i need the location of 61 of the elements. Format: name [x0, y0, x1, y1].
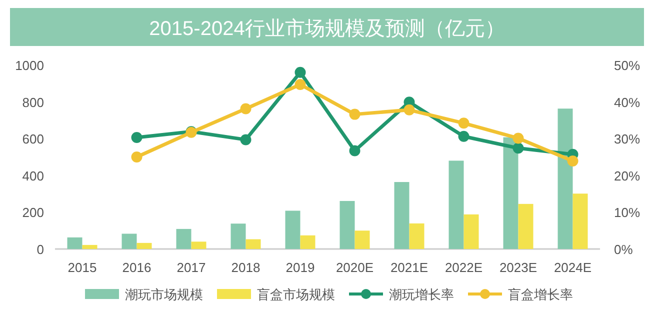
- y2-tick-label: 20%: [614, 168, 640, 184]
- bar: [464, 214, 479, 249]
- y2-tick-label: 10%: [614, 205, 640, 220]
- bar: [230, 224, 246, 249]
- point: [131, 132, 142, 143]
- x-tick-label: 2023E: [499, 260, 538, 275]
- y2-tick-label: 30%: [614, 132, 640, 147]
- y-tick-label: 400: [22, 168, 44, 184]
- bar: [518, 204, 534, 249]
- point: [131, 152, 142, 162]
- x-tick-label: 2017: [176, 260, 206, 275]
- point: [512, 142, 524, 154]
- point: [294, 79, 306, 90]
- y2-tick-label: 50%: [614, 58, 640, 73]
- legend-label: 潮玩市场规模: [125, 287, 203, 302]
- x-tick-label: 2021E: [390, 260, 428, 275]
- bar: [246, 239, 261, 249]
- y2-tick-label: 40%: [614, 94, 640, 110]
- x-tick-label: 2015: [68, 260, 97, 275]
- chart-title: 2015-2024行业市场规模及预测（亿元）: [149, 18, 505, 40]
- point: [349, 145, 360, 156]
- bar: [191, 242, 206, 249]
- point: [512, 132, 524, 144]
- bar: [176, 228, 192, 249]
- bar: [82, 244, 98, 249]
- legend-label: 盲盒市场规模: [257, 287, 335, 302]
- point: [458, 130, 470, 142]
- bar: [558, 108, 573, 249]
- point: [240, 134, 252, 146]
- point: [294, 66, 306, 78]
- y-tick-label: 600: [22, 132, 44, 147]
- bar: [448, 160, 464, 249]
- x-tick-label: 2016: [122, 260, 152, 275]
- bar: [340, 200, 355, 249]
- bar: [300, 235, 316, 249]
- y-tick-label: 800: [22, 94, 44, 110]
- point: [240, 103, 252, 114]
- x-tick-label: 2024E: [554, 260, 592, 275]
- bar: [122, 234, 137, 249]
- x-tick-label: 2019: [286, 260, 315, 275]
- x-tick-label: 2018: [231, 260, 260, 275]
- legend-label: 潮玩增长率: [389, 287, 454, 302]
- bar: [67, 237, 82, 249]
- bar: [285, 210, 300, 249]
- bar: [503, 137, 518, 249]
- bar: [572, 194, 588, 249]
- x-tick-label: 2022E: [444, 260, 483, 275]
- y-tick-label: 200: [22, 205, 44, 220]
- y-tick-label: 0: [36, 242, 44, 257]
- y-tick-label: 1000: [15, 58, 44, 73]
- point: [458, 118, 470, 129]
- bar: [394, 182, 410, 249]
- bar: [409, 223, 424, 249]
- point: [349, 108, 360, 120]
- point: [404, 104, 415, 116]
- y2-tick-label: 0%: [614, 242, 634, 257]
- x-tick-label: 2020E: [336, 260, 374, 275]
- bar: [354, 230, 370, 249]
- point: [567, 156, 578, 167]
- legend-label: 盲盒增长率: [508, 287, 573, 302]
- bar: [136, 242, 152, 249]
